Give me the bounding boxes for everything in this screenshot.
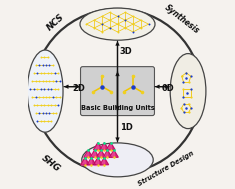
Text: 3D: 3D (120, 47, 133, 56)
Polygon shape (81, 158, 85, 165)
Polygon shape (90, 150, 99, 157)
Text: NCS: NCS (45, 12, 66, 33)
Polygon shape (103, 150, 107, 157)
Text: Basic Building Units: Basic Building Units (81, 105, 154, 111)
Polygon shape (100, 158, 104, 165)
Polygon shape (110, 150, 118, 157)
Polygon shape (84, 150, 88, 157)
FancyBboxPatch shape (81, 67, 154, 116)
Text: SHG: SHG (40, 153, 62, 174)
Polygon shape (94, 158, 98, 165)
Polygon shape (97, 150, 105, 157)
Polygon shape (100, 143, 109, 150)
Text: 1D: 1D (120, 123, 133, 132)
Ellipse shape (82, 143, 153, 177)
Text: Structure Design: Structure Design (137, 150, 195, 187)
Polygon shape (110, 150, 114, 157)
Polygon shape (81, 158, 89, 165)
Polygon shape (87, 158, 96, 165)
Polygon shape (100, 158, 109, 165)
Ellipse shape (170, 54, 206, 129)
Polygon shape (94, 158, 102, 165)
Polygon shape (106, 143, 115, 150)
Polygon shape (97, 150, 101, 157)
Polygon shape (87, 158, 91, 165)
Polygon shape (103, 150, 112, 157)
Text: Synthesis: Synthesis (163, 3, 201, 36)
Polygon shape (94, 143, 102, 150)
Polygon shape (100, 143, 104, 150)
Text: 0D: 0D (161, 84, 174, 93)
Text: 2D: 2D (72, 84, 85, 93)
Polygon shape (84, 150, 93, 157)
Ellipse shape (34, 9, 201, 173)
Polygon shape (90, 150, 95, 157)
Polygon shape (106, 143, 111, 150)
Ellipse shape (80, 8, 155, 40)
Ellipse shape (27, 50, 63, 132)
Polygon shape (94, 143, 98, 150)
